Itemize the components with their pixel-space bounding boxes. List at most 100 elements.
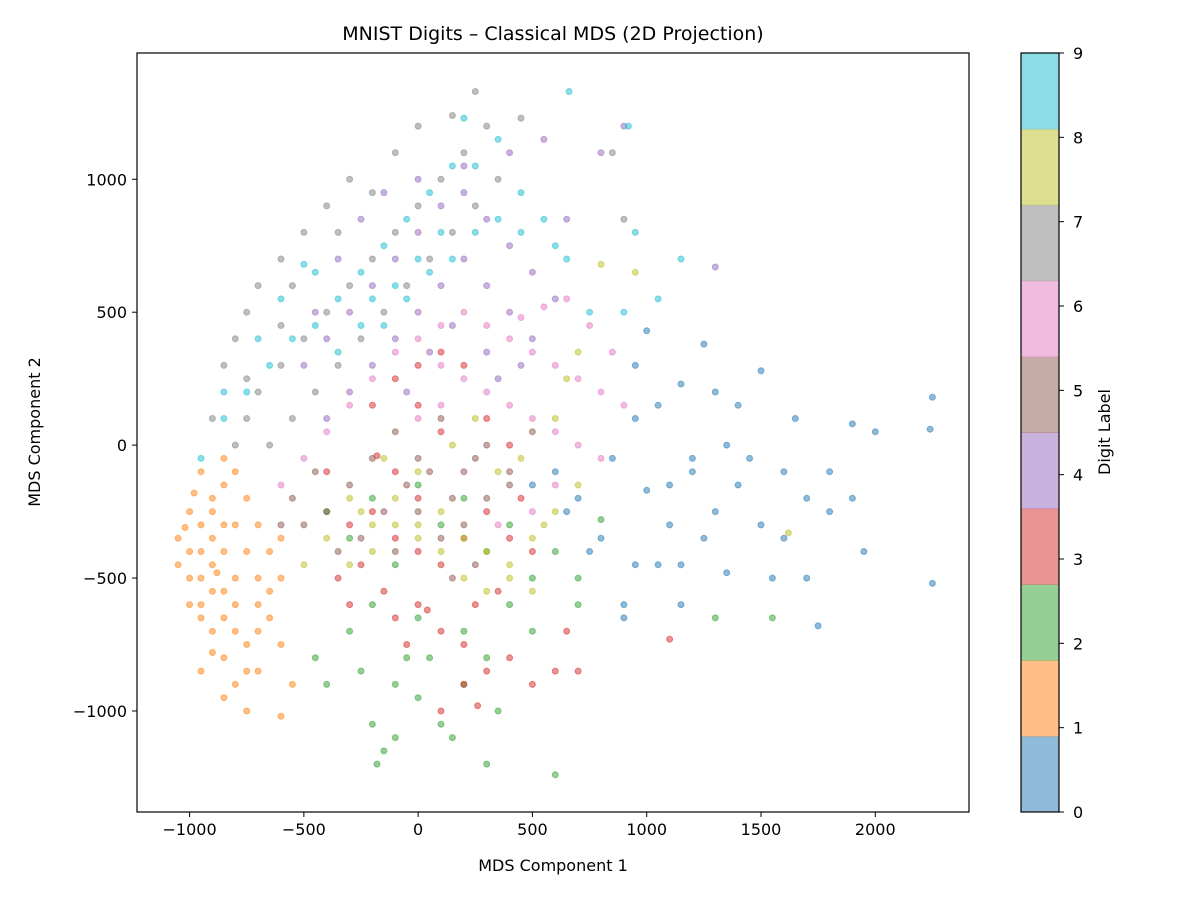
data-point-digit-1: [197, 614, 205, 622]
data-point-digit-0: [723, 441, 731, 449]
data-point-digit-4: [414, 228, 422, 236]
data-point-digit-7: [311, 388, 319, 396]
data-point-digit-3: [380, 587, 388, 595]
data-point-digit-0: [654, 401, 662, 409]
data-point-digit-0: [586, 548, 594, 555]
data-point-digit-2: [373, 760, 381, 768]
colorbar-tick-label: 2: [1073, 634, 1083, 653]
data-point-digit-3: [474, 702, 482, 710]
data-point-digit-1: [277, 712, 285, 720]
data-point-digit-4: [528, 335, 536, 343]
data-point-digit-9: [220, 388, 228, 396]
data-point-digit-3: [563, 627, 571, 635]
data-point-digit-3: [517, 494, 525, 502]
data-point-digit-8: [346, 494, 354, 502]
data-point-digit-2: [414, 694, 422, 702]
data-point-digit-7: [231, 335, 239, 343]
data-point-digit-9: [288, 335, 296, 343]
data-point-digit-7: [494, 175, 502, 183]
data-point-digit-6: [300, 454, 308, 462]
data-point-digit-4: [494, 375, 502, 383]
data-point-digit-5: [506, 468, 514, 476]
data-point-digit-0: [666, 521, 674, 529]
data-point-digit-4: [506, 149, 514, 157]
data-point-digit-6: [414, 415, 422, 422]
data-point-digit-2: [528, 574, 536, 582]
data-point-digit-7: [220, 361, 228, 369]
data-point-digit-3: [346, 601, 354, 609]
data-point-digit-8: [483, 587, 491, 595]
data-point-digit-3: [460, 361, 468, 369]
data-point-digit-9: [380, 242, 388, 250]
data-point-digit-7: [380, 308, 388, 316]
data-point-digit-4: [391, 335, 399, 343]
data-point-digit-9: [620, 308, 628, 316]
data-point-digit-4: [460, 162, 468, 170]
data-point-digit-1: [220, 454, 228, 462]
data-point-digit-0: [860, 548, 868, 555]
data-point-digit-1: [254, 627, 262, 635]
data-point-digit-1: [277, 534, 285, 542]
data-point-digit-4: [403, 388, 411, 396]
data-point-digit-1: [254, 574, 262, 582]
data-point-digit-0: [654, 561, 662, 569]
data-point-digit-3: [368, 401, 376, 409]
data-point-digit-9: [448, 162, 456, 170]
data-point-digit-1: [208, 561, 216, 569]
data-point-digit-5: [334, 548, 342, 555]
data-point-digit-0: [757, 367, 765, 375]
data-point-digit-7: [368, 189, 376, 197]
data-point-digit-8: [563, 375, 571, 383]
x-tick-label: −500: [282, 820, 326, 839]
data-point-digit-2: [426, 654, 434, 662]
colorbar-tick-label: 4: [1073, 466, 1083, 485]
data-point-digit-6: [620, 401, 628, 409]
data-point-digit-8: [551, 508, 559, 516]
data-point-digit-8: [323, 534, 331, 542]
data-point-digit-2: [483, 760, 491, 768]
data-point-digit-9: [471, 162, 479, 170]
colorbar-segment-5: [1021, 356, 1059, 433]
data-point-digit-3: [423, 606, 431, 614]
data-point-digit-5: [437, 415, 445, 422]
data-point-digit-2: [574, 601, 582, 609]
data-point-digit-0: [928, 393, 936, 401]
data-point-digit-7: [231, 441, 239, 449]
data-point-digit-1: [243, 548, 251, 555]
data-point-digit-0: [723, 569, 731, 577]
data-point-digit-4: [323, 415, 331, 422]
data-point-digit-8: [506, 561, 514, 569]
data-point-digit-7: [288, 415, 296, 422]
data-point-digit-5: [368, 454, 376, 462]
data-point-digit-0: [528, 481, 536, 489]
data-point-digit-9: [243, 388, 251, 396]
data-point-digit-4: [437, 202, 445, 210]
data-point-digit-7: [346, 282, 354, 290]
data-point-digit-7: [471, 202, 479, 210]
data-point-digit-6: [460, 375, 468, 383]
data-point-digit-1: [186, 508, 194, 516]
data-point-digit-6: [517, 314, 525, 321]
data-point-digit-7: [254, 388, 262, 396]
data-point-digit-2: [711, 614, 719, 622]
data-point-digit-6: [551, 481, 559, 489]
data-point-digit-0: [677, 601, 685, 609]
data-point-digit-1: [208, 508, 216, 516]
data-point-digit-9: [517, 228, 525, 236]
y-tick-label: 500: [96, 303, 127, 322]
data-point-digit-7: [391, 149, 399, 157]
data-point-digit-2: [391, 680, 399, 688]
data-point-digit-9: [471, 228, 479, 236]
data-point-digit-7: [323, 308, 331, 316]
data-point-digit-9: [551, 242, 559, 250]
data-point-digit-8: [784, 529, 792, 537]
data-point-digit-4: [483, 282, 491, 290]
data-point-digit-7: [277, 361, 285, 369]
data-point-digit-5: [448, 494, 456, 502]
data-point-digit-2: [403, 654, 411, 662]
data-point-digit-0: [677, 380, 685, 388]
data-point-digit-9: [391, 282, 399, 290]
data-point-digit-9: [631, 228, 639, 236]
data-point-digit-2: [368, 720, 376, 728]
colorbar-label: Digit Label: [1095, 389, 1114, 475]
